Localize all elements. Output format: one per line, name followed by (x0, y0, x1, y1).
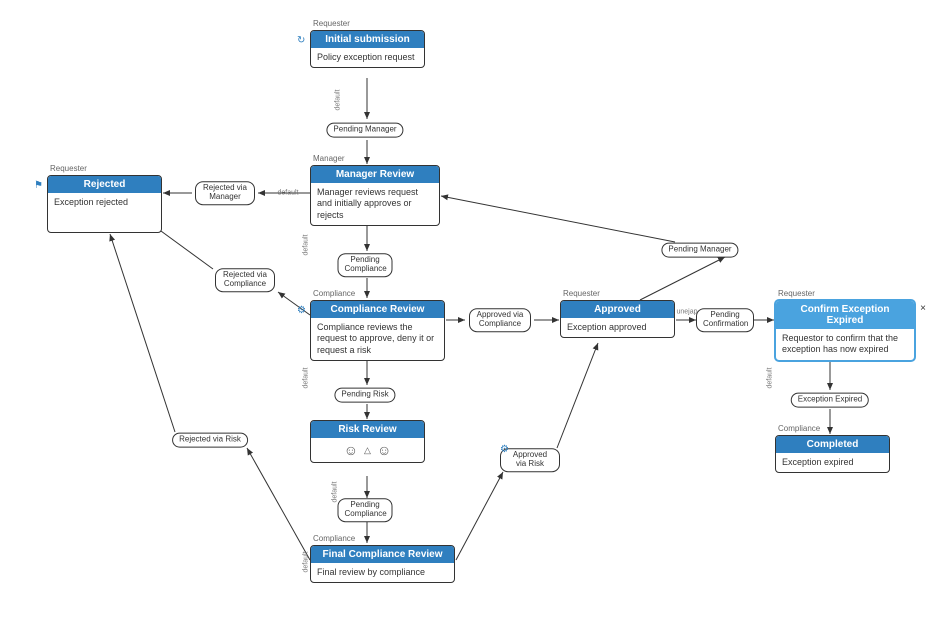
default-label: default (335, 89, 342, 110)
edge-exception-expired[interactable]: Exception Expired (791, 393, 869, 408)
unejap-label: unejap (676, 309, 697, 316)
edge-rejected-via-compliance[interactable]: Rejected via Compliance (215, 268, 275, 292)
refresh-icon: ↻ (297, 35, 305, 46)
default-label: default (303, 234, 310, 255)
node-title: Compliance Review (311, 301, 444, 318)
close-icon[interactable]: × (920, 303, 926, 314)
node-title: Confirm Exception Expired (776, 301, 914, 329)
default-label: default (767, 367, 774, 388)
node-body: Manager reviews request and initially ap… (311, 183, 439, 225)
edge-rejected-via-risk[interactable]: Rejected via Risk (172, 433, 248, 448)
default-label: default (277, 190, 298, 197)
node-title: Risk Review (311, 421, 424, 438)
edge-approved-via-risk[interactable]: Approved via Risk (500, 448, 560, 472)
default-label: default (303, 367, 310, 388)
role-label: Compliance (313, 289, 355, 298)
node-body: Compliance reviews the request to approv… (311, 318, 444, 360)
gear-icon: ⚙ (297, 305, 306, 316)
edge-approved-via-compliance[interactable]: Approved via Compliance (469, 308, 531, 332)
edge-pending-confirmation[interactable]: Pending Confirmation (696, 308, 754, 332)
edge-pending-risk[interactable]: Pending Risk (334, 388, 395, 403)
node-title: Manager Review (311, 166, 439, 183)
node-title: Approved (561, 301, 674, 318)
node-body: Final review by compliance (311, 563, 454, 582)
role-label: Manager (313, 154, 345, 163)
node-manager-review[interactable]: Manager Manager Review Manager reviews r… (310, 165, 440, 226)
default-label: default (303, 551, 310, 572)
edge-pending-compliance-1[interactable]: Pending Compliance (338, 253, 393, 277)
edge-pending-manager-2[interactable]: Pending Manager (661, 243, 738, 258)
edge-rejected-via-manager[interactable]: Rejected via Manager (195, 181, 255, 205)
people-icon: ☺△☺ (311, 438, 424, 462)
role-label: Compliance (313, 534, 355, 543)
gear-icon: ⚙ (500, 444, 509, 455)
node-confirm-exception-expired[interactable]: Requester × Confirm Exception Expired Re… (775, 300, 915, 361)
role-label: Compliance (778, 424, 820, 433)
flag-icon: ⚑ (34, 180, 43, 191)
role-label: Requester (313, 19, 350, 28)
node-risk-review[interactable]: Risk Review ☺△☺ (310, 420, 425, 463)
node-title: Initial submission (311, 31, 424, 48)
workflow-canvas: Requester ↻ Initial submission Policy ex… (0, 0, 941, 629)
node-completed[interactable]: Compliance Completed Exception expired (775, 435, 890, 473)
node-title: Final Compliance Review (311, 546, 454, 563)
node-body: Exception approved (561, 318, 674, 337)
role-label: Requester (563, 289, 600, 298)
node-title: Rejected (48, 176, 161, 193)
default-label: default (332, 481, 339, 502)
node-body: Exception expired (776, 453, 889, 472)
node-title: Completed (776, 436, 889, 453)
node-body: Requestor to confirm that the exception … (776, 329, 914, 360)
node-final-compliance-review[interactable]: Compliance Final Compliance Review Final… (310, 545, 455, 583)
node-body: Exception rejected (48, 193, 161, 212)
role-label: Requester (50, 164, 87, 173)
node-body: Policy exception request (311, 48, 424, 67)
edge-pending-manager-1[interactable]: Pending Manager (326, 123, 403, 138)
node-approved[interactable]: Requester Approved Exception approved (560, 300, 675, 338)
node-rejected[interactable]: Requester ⚑ Rejected Exception rejected (47, 175, 162, 233)
node-initial-submission[interactable]: Requester ↻ Initial submission Policy ex… (310, 30, 425, 68)
role-label: Requester (778, 289, 815, 298)
edge-pending-compliance-2[interactable]: Pending Compliance (338, 498, 393, 522)
node-compliance-review[interactable]: Compliance ⚙ Compliance Review Complianc… (310, 300, 445, 361)
